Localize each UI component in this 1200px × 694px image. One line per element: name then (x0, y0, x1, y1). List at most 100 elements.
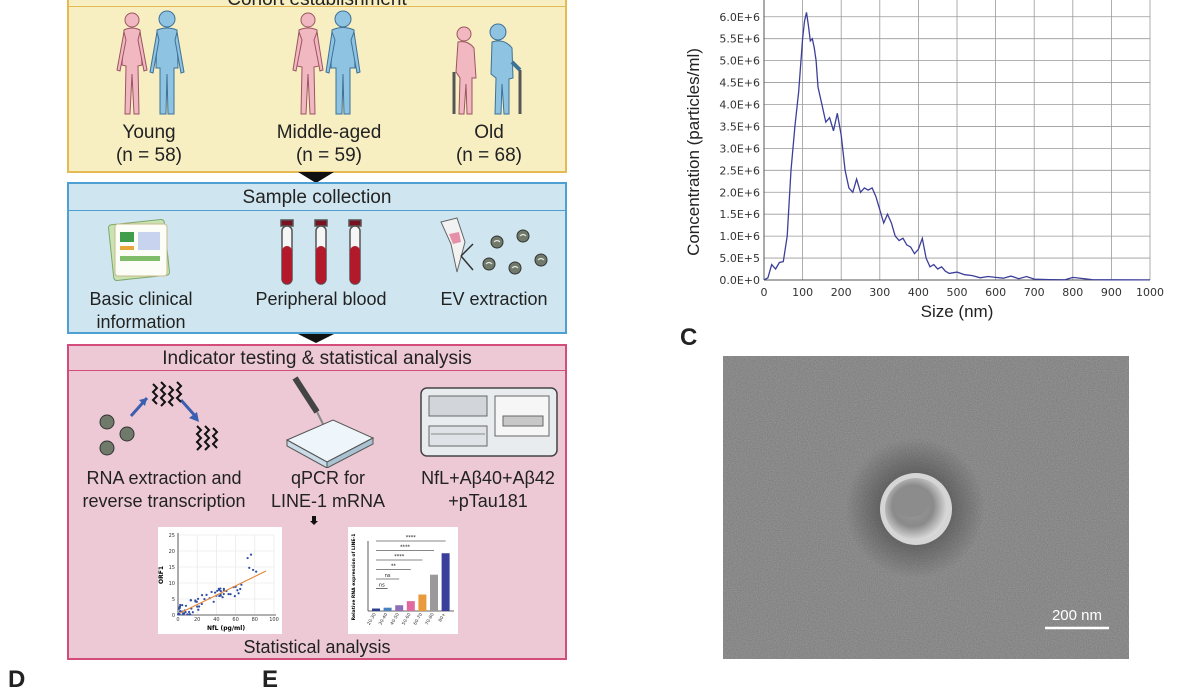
nta-ytick-label: 1.5E+6 (719, 208, 760, 221)
nta-ytick-label: 2.5E+6 (719, 164, 760, 177)
mini-scatter-xlabel: NfL (pg/ml) (207, 625, 245, 632)
scatter-ytick: 5 (172, 597, 175, 603)
nta-xtick-label: 100 (792, 286, 813, 299)
scatter-point (222, 587, 225, 590)
flow-arrow-icon (298, 334, 334, 343)
scatter-point (184, 604, 188, 607)
nta-xtick-label: 700 (1024, 286, 1045, 299)
group-young-label: Young (122, 122, 176, 143)
nta-xtick-label: 200 (831, 286, 852, 299)
nta-ytick-label: 1.0E+6 (719, 230, 760, 243)
panel-letter-c: C (680, 324, 698, 351)
scatter-point (196, 597, 200, 600)
mini-scatter-ylabel: ORF1 (158, 566, 165, 584)
divider (69, 210, 565, 211)
scatter-point (251, 568, 255, 572)
group-old-label: Old (474, 122, 504, 143)
blood-tubes-icon (280, 219, 362, 285)
scatter-point (210, 590, 213, 594)
scatter-point (227, 592, 230, 596)
scatter-point (188, 613, 191, 616)
scatter-point (219, 589, 222, 593)
rna-extraction-label-l1: RNA extraction and (86, 468, 242, 488)
scatter-point (178, 607, 181, 610)
scatter-point (255, 570, 258, 573)
scatter-point (240, 583, 243, 586)
scatter-point (205, 593, 208, 596)
ev-extraction-icon (440, 217, 548, 275)
scatter-point (221, 596, 224, 599)
scatter-point (189, 599, 192, 602)
scatter-point (233, 595, 236, 598)
qpcr-plate-icon (285, 376, 375, 468)
qpcr-label-l2: LINE-1 mRNA (270, 491, 386, 511)
scatter-point (181, 613, 184, 616)
nta-ytick-label: 3.5E+6 (719, 120, 760, 133)
group-middle-n: (n = 59) (295, 145, 362, 166)
sample-collection-title: Sample collection (242, 187, 392, 208)
scatter-point (195, 600, 198, 603)
scatter-ytick: 0 (172, 613, 175, 619)
rna-reverse-transcription-icon (99, 381, 219, 456)
scatter-point (184, 610, 187, 614)
scatter-point (176, 613, 180, 616)
scatter-point (200, 602, 203, 606)
mini-bar-category: 30-40 (378, 612, 390, 626)
scatter-point (237, 592, 240, 595)
scatter-xtick: 40 (213, 617, 219, 623)
scatter-ytick: 25 (169, 533, 175, 539)
mini-bar (441, 553, 450, 611)
mini-scatter-plot: 0 20 40 60 80 100 0 5 10 15 20 25 NfL (pg/ml) ORF1 (158, 527, 282, 634)
scatter-xtick: 20 (194, 617, 200, 623)
nta-ytick-label: 5.5E+6 (719, 33, 760, 46)
mini-bar-category: 40-50 (389, 612, 401, 626)
nta-ytick-label: 6.0E+6 (719, 11, 760, 24)
group-middle-label: Middle-aged (276, 122, 382, 143)
scatter-ytick: 20 (169, 549, 175, 555)
sig-label: ns (379, 583, 385, 589)
sig-label: ns (385, 573, 391, 579)
cohort-panel: Cohort establishment (67, 0, 567, 173)
flow-arrow-icon (298, 172, 334, 183)
middle-aged-figures-icon (292, 10, 361, 115)
mini-bar (430, 574, 438, 611)
mini-bar-ylabel: Relative RNA expression of LINE-1 (351, 534, 357, 621)
scatter-point (239, 587, 242, 591)
peripheral-blood-label: Peripheral blood (255, 289, 387, 309)
panel-letter-d: D (8, 666, 26, 693)
divider (69, 370, 565, 371)
tem-texture (723, 356, 1129, 659)
nta-ytick-label: 4.5E+6 (719, 77, 760, 90)
scatter-point (217, 587, 220, 590)
indicator-title: Indicator testing & statistical analysis (162, 348, 472, 369)
scatter-point (197, 608, 200, 611)
nta-ytick-label: 5.0E+6 (719, 55, 760, 68)
scatter-point (246, 556, 249, 560)
scatter-point (200, 593, 204, 597)
scatter-point (179, 610, 182, 613)
cohort-title: Cohort establishment (69, 0, 565, 11)
scatter-point (229, 593, 232, 596)
nta-xtick-label: 0 (761, 286, 768, 299)
sig-label: **** (406, 535, 417, 541)
scatter-point (248, 566, 251, 569)
scatter-point (249, 553, 253, 556)
scatter-ytick: 10 (169, 581, 175, 587)
nta-xtick-label: 800 (1062, 286, 1083, 299)
mini-bar (372, 608, 380, 611)
mini-bar-category: 70-80 (424, 612, 436, 626)
scatter-point (216, 589, 219, 593)
nta-ytick-label: 5.0E+5 (719, 252, 760, 265)
clinical-info-label-l1: Basic clinical (89, 289, 193, 309)
qpcr-label-l1: qPCR for (290, 468, 366, 488)
sample-collection-panel: Sample collection (67, 182, 567, 334)
scatter-point (196, 605, 199, 608)
small-arrow-icon (310, 516, 318, 525)
nta-series-line (763, 12, 1151, 281)
sig-label: ** (391, 564, 397, 570)
nta-xtick-label: 600 (985, 286, 1006, 299)
nta-xlabel: Size (nm) (921, 302, 994, 321)
sig-label: **** (400, 545, 411, 551)
scatter-point (191, 611, 194, 614)
scatter-point (203, 597, 206, 601)
